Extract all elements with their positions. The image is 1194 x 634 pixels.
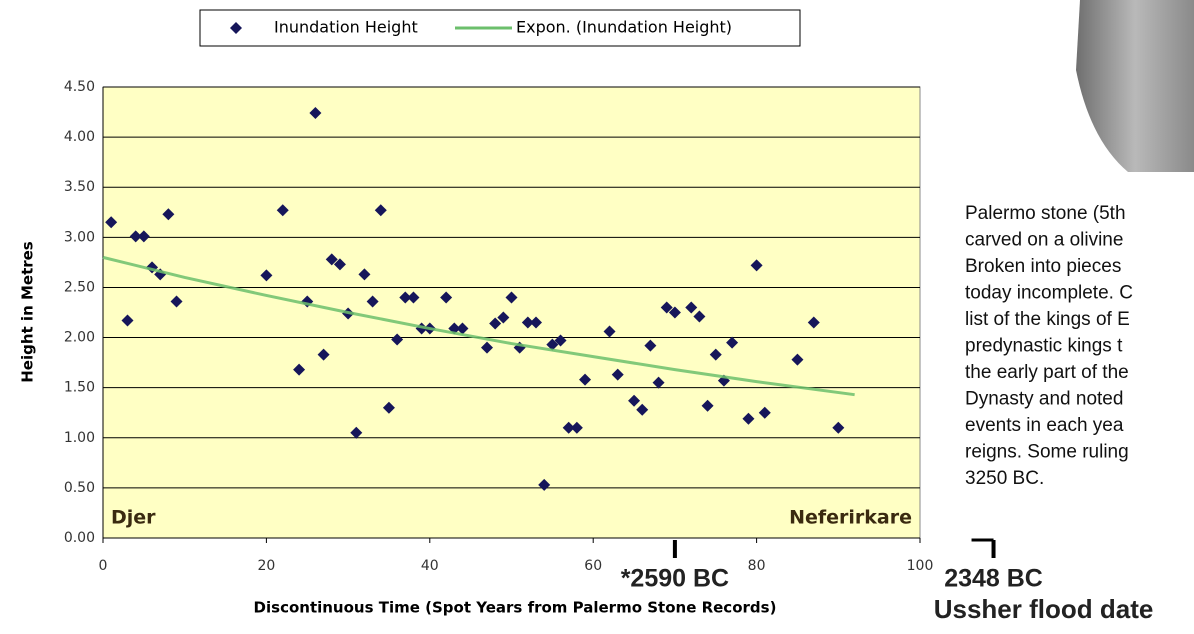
caption-line: today incomplete. C [965,283,1133,304]
page: Height in Metres Discontinuous Time (Spo… [0,0,1194,630]
date-label: 2348 BC [944,565,1043,593]
y-tick-label: 4.50 [64,79,95,95]
y-tick-label: 1.50 [64,380,95,396]
x-tick-label: 60 [584,558,602,574]
caption-line: list of the kings of E [965,309,1130,330]
y-tick-label: 0.50 [64,480,95,496]
date-sublabel: Ussher flood date [934,594,1154,624]
x-tick-label: 80 [748,558,766,574]
caption-line: Dynasty and noted [965,389,1123,410]
legend-label: Inundation Height [274,18,418,37]
annotation: Djer [111,507,156,529]
caption-line: predynastic kings t [965,336,1123,357]
y-tick-label: 3.50 [64,179,95,195]
plot-area [103,87,920,538]
caption-line: 3250 BC. [965,468,1044,489]
caption-line: events in each yea [965,415,1124,436]
caption-line: carved on a olivine [965,230,1123,251]
caption-line: the early part of the [965,362,1129,383]
y-tick-label: 2.50 [64,279,95,295]
x-tick-label: 0 [99,558,108,574]
chart: Height in Metres Discontinuous Time (Spo… [0,0,1194,630]
y-tick-label: 4.00 [64,129,95,145]
y-axis-title: Height in Metres [19,241,37,383]
y-tick-label: 2.00 [64,330,95,346]
date-label: *2590 BC [621,565,729,593]
caption-line: reigns. Some ruling [965,442,1129,463]
stone-photo [1076,0,1194,172]
x-tick-label: 40 [421,558,439,574]
x-axis-title: Discontinuous Time (Spot Years from Pale… [254,599,777,617]
caption-line: Broken into pieces [965,256,1121,277]
x-tick-label: 100 [907,558,934,574]
x-tick-label: 20 [257,558,275,574]
y-tick-label: 0.00 [64,530,95,546]
y-tick-label: 3.00 [64,229,95,245]
legend-label: Expon. (Inundation Height) [516,18,732,37]
caption-line: Palermo stone (5th [965,203,1126,224]
annotation: Neferirkare [789,507,912,529]
y-tick-label: 1.00 [64,430,95,446]
